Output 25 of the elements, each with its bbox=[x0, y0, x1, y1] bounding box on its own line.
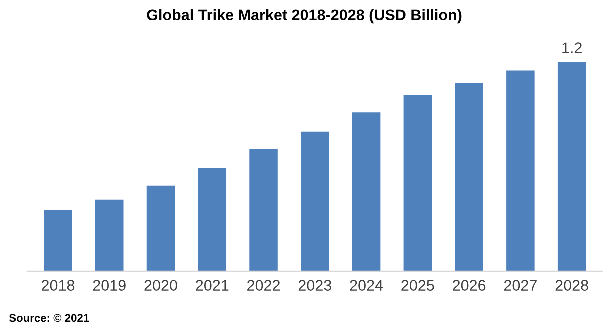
bar bbox=[301, 132, 330, 272]
x-tick-label: 2028 bbox=[556, 280, 588, 291]
bar bbox=[558, 62, 586, 272]
bar bbox=[146, 186, 176, 272]
x-tick-label: 2019 bbox=[93, 280, 126, 291]
bar bbox=[95, 200, 124, 272]
bar bbox=[352, 112, 381, 272]
data-label: 1.2 bbox=[562, 42, 582, 54]
bar bbox=[455, 83, 484, 272]
x-tick-label: 2024 bbox=[350, 280, 384, 291]
x-tick-label: 2023 bbox=[298, 280, 332, 291]
bar bbox=[44, 210, 72, 272]
bar bbox=[404, 95, 432, 272]
x-tick-label: 2018 bbox=[42, 280, 75, 291]
bar bbox=[250, 149, 278, 272]
x-tick-label: 2026 bbox=[453, 280, 486, 291]
x-tick-label: 2020 bbox=[144, 280, 178, 291]
bar bbox=[506, 70, 535, 272]
source-note: Source: © 2021 bbox=[9, 314, 90, 322]
x-tick-label: 2022 bbox=[248, 280, 280, 291]
x-tick-label: 2027 bbox=[504, 280, 537, 291]
x-tick-label: 2025 bbox=[402, 280, 434, 291]
bar bbox=[198, 168, 227, 272]
x-tick-label: 2021 bbox=[196, 280, 229, 291]
chart-title: Global Trike Market 2018-2028 (USD Billion) bbox=[147, 9, 462, 24]
